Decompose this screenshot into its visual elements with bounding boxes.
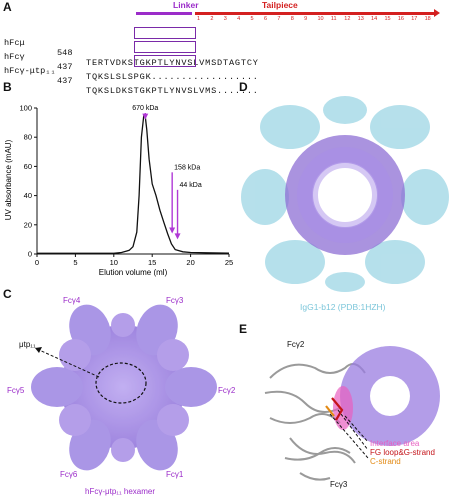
interface-structure (264, 346, 440, 481)
fg-loop-highlight (331, 397, 344, 421)
legend-pointer-2 (337, 409, 369, 451)
igg1-b12-structure (241, 96, 449, 292)
y-tick-label: 80 (24, 133, 32, 142)
y-tick-label: 60 (24, 162, 32, 171)
position-number: 18 (424, 16, 431, 22)
linker-label: Linker (173, 0, 199, 10)
annotation-arrowhead (174, 233, 181, 240)
annotation-label: 44 kDa (180, 182, 202, 189)
grey-chains (264, 363, 366, 481)
purple-chain (340, 346, 440, 446)
annotation-label: 670 kDa (132, 105, 158, 112)
seq-text: TQKSLSLSPGK.................. (86, 72, 259, 82)
position-number: 15 (384, 16, 391, 22)
y-tick-label: 0 (28, 250, 32, 259)
seq-start: 437 (57, 62, 73, 72)
chart-axes: 0 5 10 15 20 25 0 20 40 60 80 100 (19, 104, 233, 268)
c-strand-highlight (325, 405, 335, 417)
position-number: 1 (197, 16, 201, 22)
tailpiece-positions: 1 2 3 4 5 6 7 8 9 10 11 12 13 14 15 16 17 18 (195, 16, 441, 24)
panel-a-letter: A (3, 0, 12, 14)
hexamer-structure (31, 304, 217, 471)
seq-row-hfcgamma: hFcγ 437 TQKSLSLSPGK.................. (4, 42, 258, 82)
y-tick-label: 100 (19, 104, 32, 113)
position-number: 12 (344, 16, 351, 22)
seq-start: 548 (57, 48, 73, 58)
elution-curve (37, 113, 230, 254)
panel-e-letter: E (239, 322, 248, 336)
chart-series (37, 113, 230, 254)
tailpiece-pointer (36, 348, 100, 378)
hexamer-caption: hFcγ-μtp₁₁ hexamer (85, 487, 156, 496)
seq-text: TQKSLDKSTGKPTLYNVSLVMS....... (86, 86, 259, 96)
position-number: 2 (210, 16, 214, 22)
position-number: 3 (223, 16, 227, 22)
x-tick-label: 15 (148, 258, 156, 267)
position-number: 8 (290, 16, 294, 22)
panel-c-letter: C (3, 287, 12, 301)
pdb-caption: IgG1-b12 (PDB:1HZH) (300, 302, 386, 312)
legend-pointer-1 (344, 415, 369, 443)
x-axis-label: Elution volume (ml) (99, 268, 168, 277)
legend-c-strand: C-strand (370, 457, 401, 466)
chain-label-fcg4: Fcγ4 (63, 296, 81, 305)
chart-annotations: 670 kDa 158 kDa 44 kDa (132, 105, 202, 240)
linker-box-row1 (134, 27, 196, 39)
y-axis-label: UV absorbance (mAU) (4, 139, 13, 220)
position-number: 17 (411, 16, 418, 22)
interface-area-highlight (333, 386, 353, 430)
x-tick-label: 25 (225, 258, 233, 267)
y-tick-label: 20 (24, 220, 32, 229)
position-number: 5 (250, 16, 254, 22)
tailpiece-label: Tailpiece (262, 0, 298, 10)
tailpiece-arrow (195, 12, 436, 15)
position-number: 16 (397, 16, 404, 22)
tailpiece-center-ring (95, 362, 147, 404)
fc-core (285, 135, 405, 255)
position-number: 11 (330, 16, 337, 22)
x-tick-label: 0 (35, 258, 39, 267)
seq-name: hFcμ (4, 38, 25, 48)
position-number: 10 (317, 16, 324, 22)
seq-name: hFcγ (4, 52, 25, 62)
fcg3-label: Fcγ3 (330, 480, 348, 489)
hexamer-body (31, 304, 217, 471)
elution-chart: UV absorbance (mAU) Elution volume (ml) … (4, 104, 233, 278)
chain-label-fcg5: Fcγ5 (7, 386, 25, 395)
chain-label-fcg2: Fcγ2 (218, 386, 236, 395)
seq-start: 437 (57, 76, 73, 86)
chain-label-fcg6: Fcγ6 (60, 470, 78, 479)
fcg2-label: Fcγ2 (287, 340, 305, 349)
linker-box-row2 (134, 41, 196, 53)
panel-b-letter: B (3, 80, 12, 94)
position-number: 14 (371, 16, 378, 22)
tailpiece-arrowhead (434, 9, 440, 17)
position-number: 13 (357, 16, 364, 22)
seq-row-hfcmu: hFcμ 548 TERTVDKSTGKPTLYNVSLVMSDTAGTCY (4, 28, 258, 68)
pointer-arrowhead (35, 347, 42, 353)
position-number: 4 (237, 16, 241, 22)
seq-name: hFcγ-μtp₁₁ (4, 66, 56, 76)
legend-fg-loop: FG loop&G-strand (370, 448, 435, 457)
seq-row-hfcgamma-mutp: hFcγ-μtp₁₁ 437 TQKSLDKSTGKPTLYNVSLVMS...… (4, 56, 258, 96)
linker-box-row3 (134, 55, 196, 67)
position-number: 9 (304, 16, 308, 22)
position-number: 6 (263, 16, 267, 22)
chain-label-fcg3: Fcγ3 (166, 296, 184, 305)
x-tick-label: 10 (110, 258, 118, 267)
mutp-label: μtp₁₁ (19, 340, 36, 349)
linker-bar (136, 12, 192, 15)
annotation-arrowhead (169, 227, 176, 234)
annotation-arrowhead (142, 113, 149, 120)
x-tick-label: 20 (186, 258, 194, 267)
legend-interface: Interface area (370, 439, 420, 448)
chain-label-fcg1: Fcγ1 (166, 470, 184, 479)
y-tick-label: 40 (24, 191, 32, 200)
annotation-label: 158 kDa (174, 164, 200, 171)
panel-d-letter: D (239, 80, 248, 94)
x-tick-label: 5 (73, 258, 77, 267)
position-number: 7 (277, 16, 281, 22)
seq-text: TERTVDKSTGKPTLYNVSLVMSDTAGTCY (86, 58, 259, 68)
fab-arms (241, 96, 449, 292)
